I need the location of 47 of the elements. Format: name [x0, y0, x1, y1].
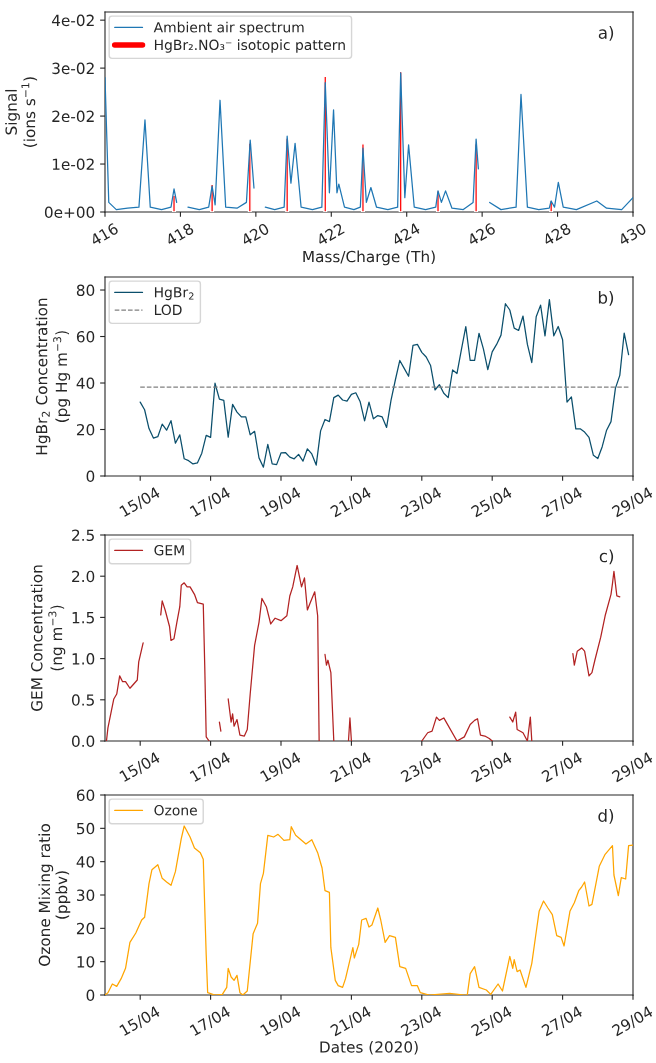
legend-label: GEM [154, 544, 184, 556]
x-axis-title: Mass/Charge (Th) [303, 250, 435, 266]
y-tick-label: 10 [77, 956, 95, 968]
legend-label: Ambient air spectrum [153, 21, 304, 36]
x-tick-label: 428 [542, 222, 572, 247]
y-tick-label: 20 [76, 423, 95, 436]
y-tick-label: 1.5 [72, 612, 94, 624]
y-tick-label: 30 [77, 889, 95, 902]
legend-label: LOD [154, 304, 182, 316]
y-axis-title: Ozone Mixing ratio (ppbv) [38, 824, 71, 966]
y-tick-label: 1.0 [72, 653, 95, 665]
y-tick-label: 0 [86, 989, 95, 1002]
y-axis-title: HgBr$_{2}$ Concentration (pg Hg m$^{−3}$) [35, 298, 71, 455]
y-tick-label: 4e-02 [51, 14, 94, 27]
y-tick-label: 0e+00 [44, 206, 95, 219]
x-tick-label: 424 [391, 222, 421, 246]
annotation: a) [598, 26, 614, 41]
y-tick-label: 2.5 [72, 529, 94, 542]
y-tick-label: 0.5 [71, 694, 94, 706]
y-axis-title: GEM Concentration (ng m$^{−3}$) [30, 565, 66, 711]
annotation: b) [598, 290, 614, 306]
y-tick-label: 0 [86, 470, 95, 483]
legend-label: HgBr₂.NO₃⁻ isotopic pattern [154, 39, 345, 53]
y-axis-title: Signal (ions s$^{−1}$) [5, 77, 38, 147]
x-axis-title: Dates (2020) [320, 1040, 418, 1055]
y-tick-label: 60 [76, 330, 95, 343]
y-tick-label: 1e-02 [52, 158, 94, 171]
y-tick-label: 60 [76, 789, 95, 802]
x-tick-label: 430 [617, 222, 647, 247]
x-tick-label: 416 [89, 222, 120, 247]
y-tick-label: 40 [76, 377, 95, 390]
y-tick-label: 50 [77, 822, 95, 835]
y-tick-label: 80 [76, 284, 95, 297]
y-tick-label: 2e-02 [52, 110, 94, 123]
y-tick-label: 2.0 [72, 570, 95, 583]
legend-label: HgBr$_{2}$ [154, 287, 194, 301]
y-tick-label: 40 [76, 856, 95, 868]
x-tick-label: 420 [240, 222, 270, 247]
y-tick-label: 0.0 [71, 735, 95, 748]
y-tick-label: 3e-02 [52, 62, 94, 75]
legend-label: Ozone [154, 804, 197, 816]
y-tick-label: 20 [76, 922, 95, 935]
x-tick-label: 422 [315, 222, 345, 246]
x-tick-label: 418 [164, 222, 195, 247]
annotation: d) [598, 809, 614, 824]
annotation: c) [599, 549, 614, 565]
x-tick-label: 426 [466, 222, 497, 247]
